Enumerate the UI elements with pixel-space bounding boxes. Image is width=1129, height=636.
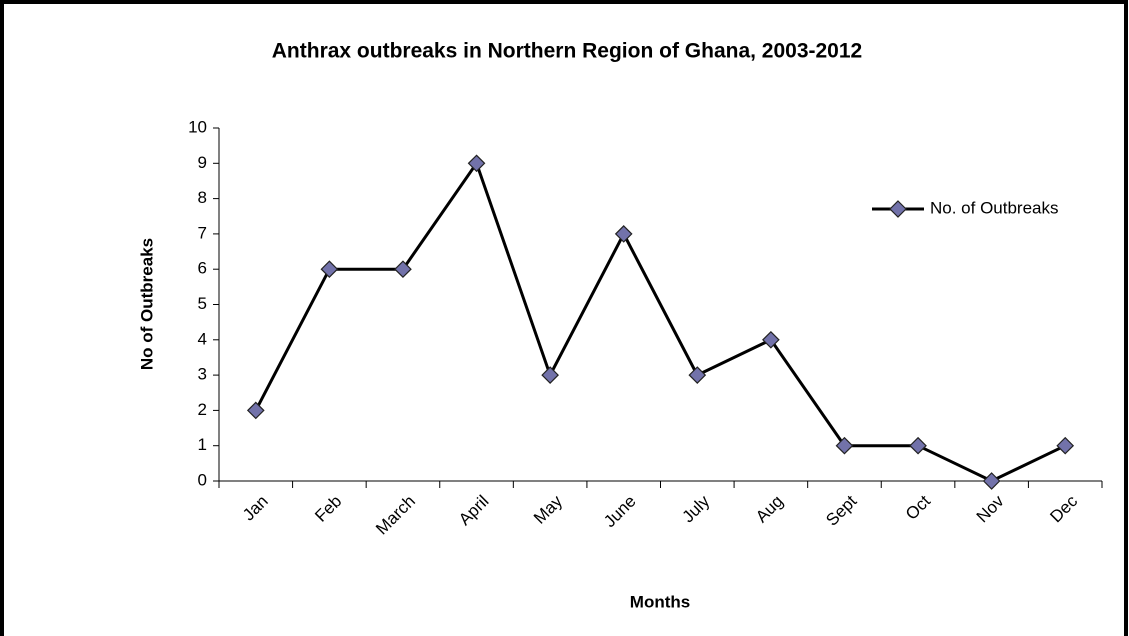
x-tick-label: Nov — [973, 491, 1008, 526]
point — [835, 436, 854, 455]
y-tick-label: 7 — [198, 223, 207, 242]
point — [909, 436, 927, 455]
x-tick-label: Aug — [752, 492, 787, 527]
y-tick-label: 8 — [198, 188, 207, 207]
point — [246, 401, 265, 420]
point — [688, 366, 707, 384]
x-tick-label: June — [600, 492, 640, 532]
y-tick-label: 9 — [198, 153, 207, 172]
x-tick-label: Jan — [239, 492, 272, 525]
y-tick-label: 4 — [198, 329, 207, 348]
x-tick-label: Feb — [311, 492, 345, 526]
x-tick-label: July — [678, 491, 713, 526]
x-axis-title: Months — [630, 592, 690, 611]
point — [1056, 436, 1075, 455]
x-tick-label: Dec — [1046, 491, 1081, 526]
point — [614, 225, 633, 243]
legend-marker — [889, 200, 907, 218]
point — [320, 260, 339, 279]
y-tick-label: 5 — [198, 294, 207, 313]
point — [982, 472, 1001, 490]
y-tick-label: 2 — [198, 400, 207, 419]
legend-label: No. of Outbreaks — [930, 198, 1059, 217]
y-tick-label: 6 — [198, 259, 207, 278]
point — [394, 260, 412, 279]
y-tick-label: 0 — [198, 470, 207, 489]
chart-title: Anthrax outbreaks in Northern Region of … — [272, 40, 862, 63]
series-line — [254, 160, 1066, 483]
y-axis-title: No of Outbreaks — [137, 238, 156, 370]
y-tick-label: 10 — [188, 117, 207, 136]
point — [762, 330, 780, 349]
y-tick-label: 3 — [198, 365, 207, 384]
y-tick-label: 1 — [198, 435, 207, 454]
point — [467, 154, 486, 173]
x-tick-label: March — [372, 492, 419, 539]
x-tick-label: April — [455, 492, 492, 529]
x-tick-label: May — [530, 491, 566, 527]
x-tick-label: Sept — [822, 491, 860, 529]
x-tick-label: Oct — [902, 491, 934, 523]
point — [541, 366, 559, 384]
